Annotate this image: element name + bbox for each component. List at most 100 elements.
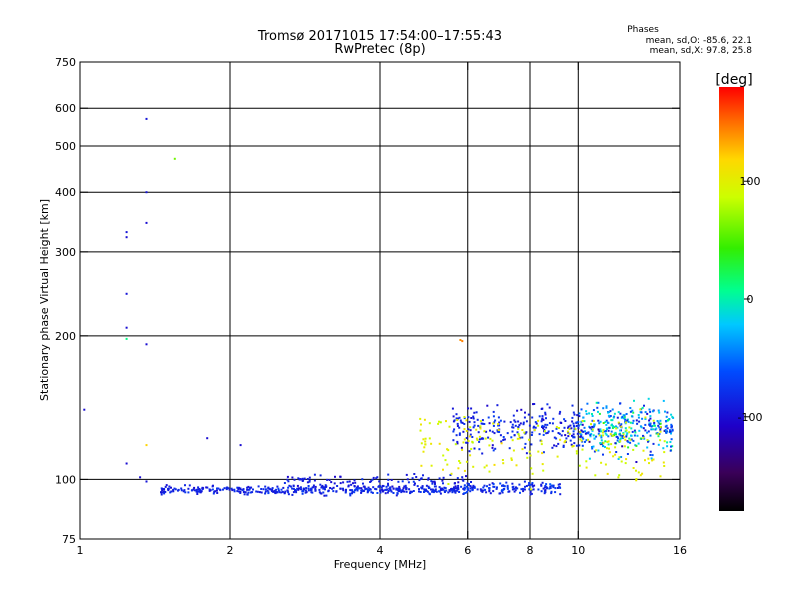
echo-point: [168, 485, 171, 488]
echo-point: [623, 414, 626, 417]
echo-point: [192, 488, 195, 491]
echo-point: [617, 421, 620, 424]
echo-point: [524, 485, 526, 488]
echo-point: [635, 469, 637, 472]
echo-point: [381, 490, 384, 493]
echo-point: [497, 424, 500, 427]
echo-point: [497, 416, 500, 419]
echo-point: [617, 476, 620, 479]
echo-point: [582, 430, 585, 433]
echo-point: [581, 423, 584, 426]
echo-point: [567, 431, 570, 434]
echo-point: [145, 117, 148, 120]
echo-point: [564, 441, 567, 443]
echo-point: [434, 483, 436, 486]
echo-point: [559, 438, 562, 441]
echo-point: [269, 488, 272, 491]
echo-point: [544, 489, 547, 492]
echo-point: [184, 484, 186, 487]
echo-point: [228, 488, 231, 491]
echo-point: [511, 439, 514, 442]
echo-point: [277, 489, 280, 492]
echo-point: [623, 445, 626, 448]
echo-point: [633, 399, 635, 402]
echo-point: [453, 428, 456, 431]
echo-point: [567, 425, 570, 428]
echo-point: [593, 423, 596, 426]
echo-point: [555, 445, 558, 448]
echo-point: [371, 491, 374, 494]
echo-point: [231, 489, 234, 492]
echo-point: [418, 479, 421, 482]
echo-point: [616, 436, 619, 438]
echo-point: [579, 435, 582, 438]
echo-point: [595, 435, 598, 438]
echo-point: [313, 473, 316, 476]
echo-point: [530, 434, 533, 436]
echo-point: [485, 430, 488, 433]
echo-point: [342, 487, 344, 490]
echo-point: [190, 489, 193, 492]
echo-point: [496, 404, 499, 407]
echo-point: [631, 409, 634, 412]
echo-point: [571, 416, 574, 419]
echo-point: [514, 420, 517, 423]
echo-point: [578, 444, 581, 447]
echo-point: [658, 411, 661, 414]
echo-point: [634, 444, 637, 447]
echo-point: [649, 417, 652, 420]
echo-point: [335, 490, 338, 493]
echo-point: [443, 486, 446, 489]
echo-point: [628, 426, 631, 429]
echo-point: [495, 487, 498, 490]
echo-point: [638, 420, 641, 423]
echo-point: [636, 422, 639, 425]
echo-point: [663, 429, 666, 432]
echo-point: [275, 488, 278, 491]
echo-point: [571, 434, 573, 437]
echo-point: [255, 490, 258, 493]
echo-point: [267, 492, 270, 495]
echo-point: [454, 482, 456, 485]
echo-point: [488, 487, 491, 490]
echo-point: [576, 432, 579, 435]
y-tick-label: 500: [55, 140, 76, 153]
echo-point: [646, 439, 649, 442]
echo-point: [579, 433, 582, 435]
echo-point: [311, 491, 314, 494]
echo-point: [551, 430, 554, 433]
echo-point: [161, 489, 164, 492]
echo-point: [173, 487, 176, 490]
echo-point: [563, 441, 566, 444]
echo-point: [550, 490, 553, 493]
echo-point: [506, 486, 509, 489]
echo-point: [288, 484, 291, 487]
echo-point: [463, 417, 466, 420]
echo-point: [386, 488, 388, 491]
echo-point: [423, 418, 426, 421]
echo-point: [623, 436, 626, 439]
echo-point: [469, 426, 472, 429]
echo-point: [344, 490, 347, 493]
echo-point: [607, 411, 609, 414]
echo-point: [216, 487, 219, 490]
echo-point: [198, 488, 201, 490]
echo-point: [540, 484, 543, 487]
echo-point: [662, 461, 665, 464]
echo-point: [549, 483, 552, 486]
echo-point: [606, 427, 609, 430]
echo-point: [467, 407, 470, 410]
echo-point: [352, 482, 354, 485]
echo-point: [542, 418, 545, 421]
echo-point: [354, 481, 357, 484]
echo-point: [592, 445, 595, 448]
echo-point: [532, 488, 535, 491]
echo-point: [540, 420, 543, 423]
echo-point: [647, 457, 650, 460]
echo-point: [542, 469, 545, 472]
echo-point: [346, 480, 349, 483]
echo-point: [591, 419, 594, 422]
echo-point: [485, 491, 488, 494]
echo-point: [482, 437, 485, 440]
echo-point: [513, 487, 516, 490]
